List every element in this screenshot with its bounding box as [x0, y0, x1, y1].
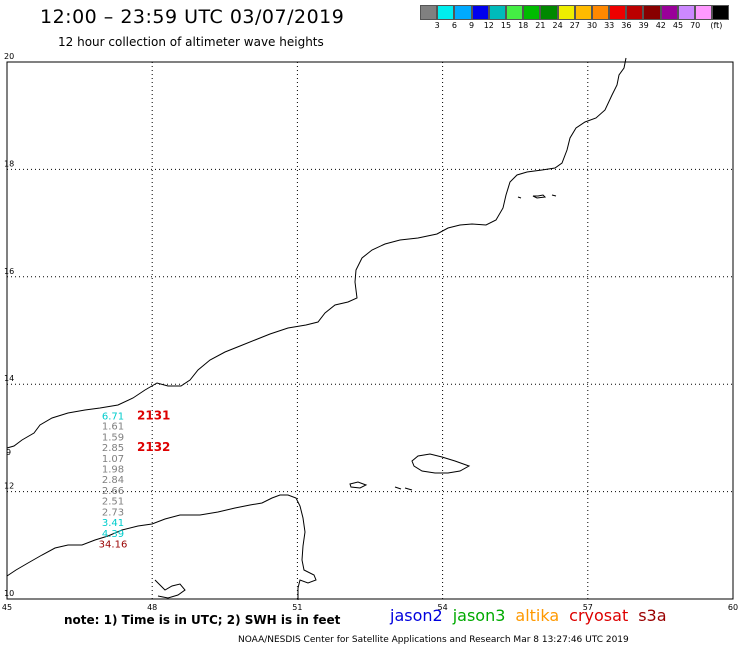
legend-swatch	[505, 5, 524, 20]
wave-height-value: 2.73	[102, 507, 124, 518]
legend-label: 18	[518, 21, 529, 30]
small-island	[551, 194, 557, 197]
satellite-name: cryosat	[569, 606, 629, 625]
legend-swatch	[437, 5, 455, 20]
legend-label: 9	[469, 21, 475, 30]
legend-swatches	[420, 5, 730, 20]
legend-swatch	[677, 5, 695, 20]
map-subtitle: 12 hour collection of altimeter wave hei…	[58, 35, 324, 49]
legend-label: 21	[535, 21, 546, 30]
coast-fragment	[154, 579, 186, 599]
legend-label: 36	[621, 21, 632, 30]
satellite-name: s3a	[638, 606, 667, 625]
y-tick-label: 16	[4, 267, 14, 276]
legend-swatch	[660, 5, 678, 20]
socotra-island	[411, 453, 471, 474]
legend-label: 30	[586, 21, 598, 30]
legend-label: 42	[655, 21, 666, 30]
wave-height-value: 3.41	[102, 518, 124, 529]
legend-label: 6	[451, 21, 457, 30]
wave-height-value: 1.59	[102, 432, 124, 443]
wave-height-value: 1.98	[102, 465, 124, 476]
axis-labels: 45 48 51 54 57 60 20 18 16 14 12 10 9	[2, 52, 738, 612]
legend-label: 45	[672, 21, 684, 30]
small-island	[349, 481, 368, 489]
small-island	[394, 486, 402, 490]
x-tick-label: 48	[147, 603, 157, 612]
wave-height-observations: 6.711.611.592.851.071.982.842.662.512.73…	[99, 411, 128, 550]
legend-label: 27	[569, 21, 580, 30]
x-tick-label: 57	[583, 603, 593, 612]
small-island	[532, 194, 547, 199]
legend-label: 15	[500, 21, 512, 30]
legend-swatch	[471, 5, 489, 20]
satellite-legend: jason2 jason3 altika cryosat s3a	[390, 606, 677, 625]
legend-swatch	[420, 5, 438, 20]
legend-swatch	[540, 5, 558, 20]
wave-height-value: 34.16	[99, 540, 128, 551]
map-frame	[6, 61, 734, 600]
y-mid-label: 9	[6, 448, 11, 457]
arabia-coastline	[6, 57, 627, 449]
grid-lines	[7, 62, 733, 599]
pass-time-label: 2131	[137, 408, 170, 422]
map-title: 12:00 – 23:59 UTC 03/07/2019	[40, 6, 345, 28]
legend-label: 3	[434, 21, 440, 30]
satellite-name: jason3	[452, 606, 506, 625]
legend-swatch	[626, 5, 644, 20]
legend-label: 12	[483, 21, 494, 30]
x-tick-label: 60	[728, 603, 738, 612]
legend-swatch	[609, 5, 627, 20]
wave-height-value: 1.61	[102, 422, 124, 433]
y-tick-label: 14	[4, 374, 14, 383]
x-tick-label: 54	[438, 603, 448, 612]
y-tick-label: 12	[4, 482, 14, 491]
wave-height-value: 2.66	[102, 486, 124, 497]
y-tick-label: 10	[4, 589, 14, 598]
legend-swatch	[574, 5, 592, 20]
wave-height-value: 2.51	[102, 497, 124, 508]
legend-swatch	[695, 5, 713, 20]
legend-swatch	[591, 5, 610, 20]
wave-height-value: 6.71	[102, 411, 124, 422]
legend-swatch	[643, 5, 661, 20]
wave-height-value: 2.84	[102, 475, 124, 486]
y-tick-label: 20	[4, 52, 14, 61]
footnote: note: 1) Time is in UTC; 2) SWH is in fe…	[64, 613, 341, 627]
legend-label: 70	[690, 21, 701, 30]
legend-label: 33	[604, 21, 615, 30]
legend-label: (ft)	[710, 21, 723, 30]
color-legend: 3 6 9 12 15 18 21 24 27 30 33 36 39 42 45 70 (ft)	[420, 5, 730, 33]
pass-time-label: 2132	[137, 440, 170, 454]
satellite-name: altika	[515, 606, 560, 625]
somalia-coastline	[6, 494, 317, 600]
credit-line: NOAA/NESDIS Center for Satellite Applica…	[238, 635, 629, 645]
wave-height-value: 4.39	[102, 529, 124, 540]
coastline	[6, 57, 627, 600]
legend-label: 24	[552, 21, 563, 30]
pass-time-labels: 2131 2132	[137, 408, 170, 454]
x-tick-label: 51	[292, 603, 302, 612]
legend-swatch	[557, 5, 575, 20]
wave-height-value: 2.85	[102, 443, 124, 454]
small-island	[404, 487, 413, 491]
satellite-name: jason2	[390, 606, 443, 625]
y-tick-label: 18	[4, 159, 14, 168]
small-island	[517, 196, 522, 199]
legend-label: 39	[638, 21, 649, 30]
wave-height-value: 1.07	[102, 454, 124, 465]
legend-labels: 3 6 9 12 15 18 21 24 27 30 33 36 39 42 45 70 (ft)	[420, 21, 729, 33]
legend-swatch	[488, 5, 506, 20]
legend-swatch	[712, 5, 730, 20]
x-tick-label: 45	[2, 603, 12, 612]
legend-swatch	[454, 5, 472, 20]
legend-swatch	[523, 5, 541, 20]
